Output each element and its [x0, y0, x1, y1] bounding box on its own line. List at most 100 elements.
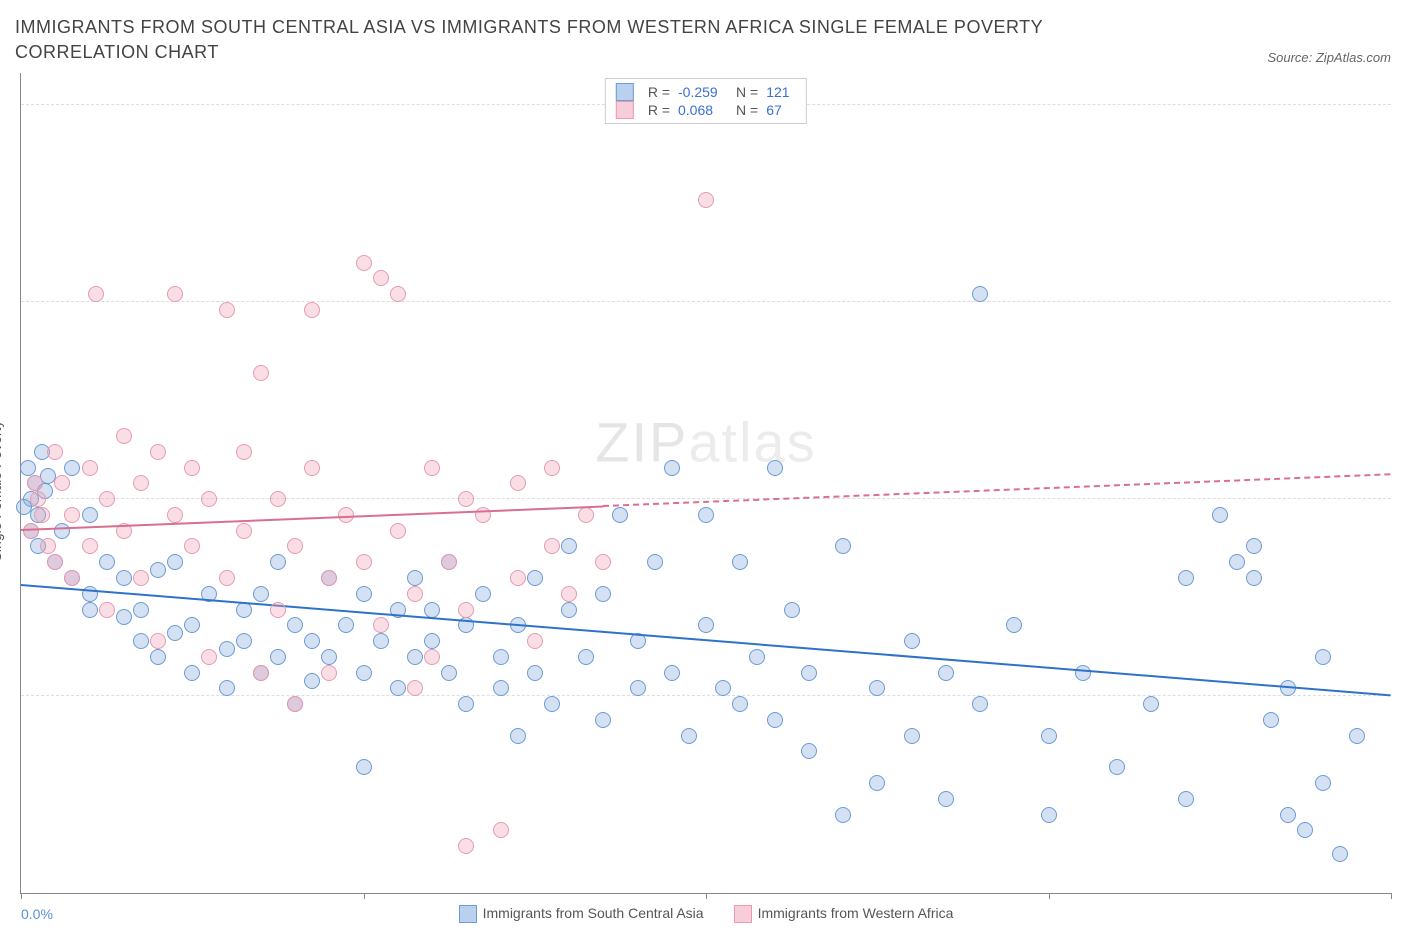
- data-point: [287, 538, 303, 554]
- data-point: [1006, 617, 1022, 633]
- data-point: [1332, 846, 1348, 862]
- data-point: [356, 255, 372, 271]
- legend-label: Immigrants from Western Africa: [758, 905, 954, 921]
- data-point: [972, 696, 988, 712]
- data-point: [732, 696, 748, 712]
- data-point: [64, 507, 80, 523]
- data-point: [544, 460, 560, 476]
- data-point: [64, 460, 80, 476]
- trend-line: [21, 505, 603, 530]
- grid-line: [21, 498, 1391, 499]
- data-point: [612, 507, 628, 523]
- data-point: [493, 822, 509, 838]
- data-point: [1315, 775, 1331, 791]
- data-point: [321, 665, 337, 681]
- data-point: [270, 554, 286, 570]
- y-axis-label: Single Female Poverty: [0, 421, 4, 562]
- data-point: [54, 523, 70, 539]
- data-point: [664, 665, 680, 681]
- data-point: [390, 680, 406, 696]
- x-tick: [21, 893, 22, 899]
- x-axis-row: 0.0% Immigrants from South Central Asia I…: [21, 905, 1391, 923]
- data-point: [133, 633, 149, 649]
- data-point: [972, 286, 988, 302]
- data-point: [150, 649, 166, 665]
- data-point: [1143, 696, 1159, 712]
- watermark: ZIPatlas: [595, 410, 816, 475]
- x-tick: [1391, 893, 1392, 899]
- data-point: [1280, 807, 1296, 823]
- data-point: [219, 641, 235, 657]
- data-point: [527, 570, 543, 586]
- data-point: [698, 192, 714, 208]
- data-point: [544, 538, 560, 554]
- data-point: [749, 649, 765, 665]
- data-point: [27, 475, 43, 491]
- data-point: [116, 570, 132, 586]
- n-value: 67: [766, 102, 796, 118]
- data-point: [150, 562, 166, 578]
- n-value: 121: [766, 84, 796, 100]
- data-point: [801, 743, 817, 759]
- r-value: -0.259: [678, 84, 728, 100]
- data-point: [99, 491, 115, 507]
- data-point: [356, 554, 372, 570]
- data-point: [767, 460, 783, 476]
- data-point: [407, 680, 423, 696]
- legend-item: Immigrants from South Central Asia: [459, 905, 704, 923]
- data-point: [236, 633, 252, 649]
- data-point: [236, 523, 252, 539]
- data-point: [304, 673, 320, 689]
- stats-row: R =-0.259N =121: [616, 83, 796, 101]
- data-point: [287, 696, 303, 712]
- data-point: [1041, 728, 1057, 744]
- data-point: [40, 538, 56, 554]
- data-point: [287, 617, 303, 633]
- data-point: [1246, 538, 1262, 554]
- data-point: [904, 633, 920, 649]
- data-point: [493, 680, 509, 696]
- data-point: [424, 633, 440, 649]
- data-point: [1246, 570, 1262, 586]
- data-point: [201, 649, 217, 665]
- data-point: [219, 570, 235, 586]
- data-point: [441, 554, 457, 570]
- data-point: [184, 538, 200, 554]
- x-min-label: 0.0%: [21, 906, 53, 922]
- data-point: [82, 460, 98, 476]
- data-point: [869, 775, 885, 791]
- data-point: [133, 570, 149, 586]
- data-point: [527, 665, 543, 681]
- data-point: [1297, 822, 1313, 838]
- data-point: [1229, 554, 1245, 570]
- legend-swatch-icon: [616, 101, 634, 119]
- data-point: [424, 460, 440, 476]
- data-point: [715, 680, 731, 696]
- data-point: [20, 460, 36, 476]
- data-point: [167, 625, 183, 641]
- data-point: [527, 633, 543, 649]
- data-point: [270, 491, 286, 507]
- data-point: [304, 302, 320, 318]
- data-point: [835, 807, 851, 823]
- data-point: [835, 538, 851, 554]
- data-point: [424, 649, 440, 665]
- legend-item: Immigrants from Western Africa: [734, 905, 954, 923]
- data-point: [732, 554, 748, 570]
- data-point: [698, 617, 714, 633]
- source-credit: Source: ZipAtlas.com: [1267, 50, 1391, 65]
- data-point: [1041, 807, 1057, 823]
- trend-line-extrapolated: [603, 474, 1391, 508]
- data-point: [253, 665, 269, 681]
- data-point: [1212, 507, 1228, 523]
- data-point: [167, 554, 183, 570]
- data-point: [561, 538, 577, 554]
- data-point: [407, 586, 423, 602]
- data-point: [510, 728, 526, 744]
- data-point: [356, 759, 372, 775]
- data-point: [236, 444, 252, 460]
- data-point: [270, 602, 286, 618]
- data-point: [458, 838, 474, 854]
- data-point: [664, 460, 680, 476]
- data-point: [1349, 728, 1365, 744]
